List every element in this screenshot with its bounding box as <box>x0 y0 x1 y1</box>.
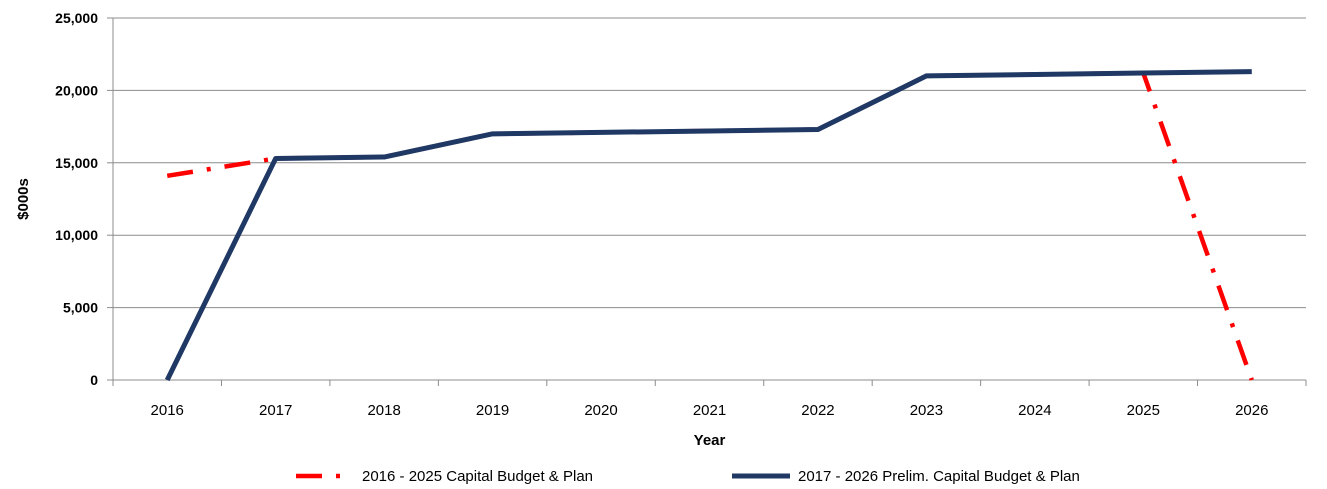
y-tick-label: 20,000 <box>55 82 98 98</box>
y-axis-title: $000s <box>15 178 32 220</box>
x-tick-label: 2018 <box>367 402 400 419</box>
x-tick-label: 2019 <box>476 402 509 419</box>
series-line <box>166 70 1254 381</box>
y-tick-label: 0 <box>90 372 98 388</box>
x-tick-label: 2024 <box>1018 402 1051 419</box>
x-tick-label: 2021 <box>693 402 726 419</box>
x-tick-label: 2020 <box>584 402 617 419</box>
x-tick-label: 2025 <box>1127 402 1160 419</box>
grid-lines <box>113 17 1306 309</box>
y-axis-ticks: 0 5,000 10,000 15,000 20,000 25,000 <box>55 10 113 388</box>
x-tick-label: 2016 <box>151 402 184 419</box>
x-axis-ticks: 2016 2017 2018 2019 2020 2021 2022 2023 2024 2025… <box>112 380 1307 419</box>
series-line <box>164 69 1252 382</box>
legend-label: 2017 - 2026 Prelim. Capital Budget & Pla… <box>798 468 1080 485</box>
y-tick-label: 25,000 <box>55 10 98 26</box>
x-tick-label: 2022 <box>801 402 834 419</box>
y-tick-label: 15,000 <box>55 155 98 171</box>
y-tick-label: 10,000 <box>55 227 98 243</box>
x-tick-label: 2017 <box>259 402 292 419</box>
x-axis-title: Year <box>694 432 726 449</box>
legend-label: 2016 - 2025 Capital Budget & Plan <box>362 468 593 485</box>
x-tick-label: 2026 <box>1235 402 1268 419</box>
x-tick-label: 2023 <box>910 402 943 419</box>
axes <box>112 18 1306 381</box>
y-tick-label: 5,000 <box>63 300 98 316</box>
legend: 2016 - 2025 Capital Budget & Plan 2017 - … <box>296 468 1080 485</box>
series-lines <box>164 69 1254 382</box>
